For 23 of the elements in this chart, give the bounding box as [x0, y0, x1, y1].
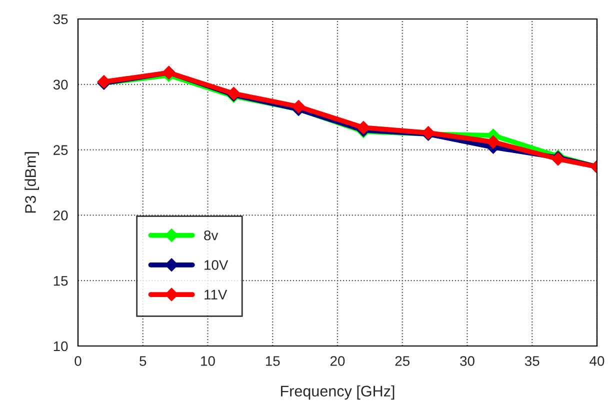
x-tick-label: 15	[266, 356, 280, 366]
x-tick-label: 35	[524, 356, 540, 366]
y-tick-label: 25	[54, 145, 68, 155]
y-axis-title: P3 [dBm]	[24, 152, 39, 213]
x-tick-label: 20	[330, 356, 345, 366]
point	[486, 135, 500, 149]
x-tick-label: 0	[74, 356, 82, 366]
legend-label: 10V	[204, 260, 228, 270]
x-tick-label: 5	[140, 356, 146, 366]
y-tick-label: 15	[54, 276, 68, 286]
y-tick-label: 35	[53, 14, 68, 24]
x-tick-label: 40	[590, 356, 604, 366]
y-tick-label: 10	[54, 341, 68, 352]
legend-label: 11V	[204, 290, 228, 300]
x-tick-label: 30	[460, 356, 474, 366]
point	[292, 100, 306, 114]
x-axis-title: Frequency [GHz]	[281, 385, 394, 400]
legend-label: 8v	[204, 230, 218, 240]
x-tick-label: 25	[395, 356, 410, 366]
x-tick-label: 10	[201, 356, 215, 366]
y-tick-label: 20	[54, 210, 68, 220]
y-tick-label: 30	[53, 80, 68, 90]
point	[356, 120, 370, 134]
